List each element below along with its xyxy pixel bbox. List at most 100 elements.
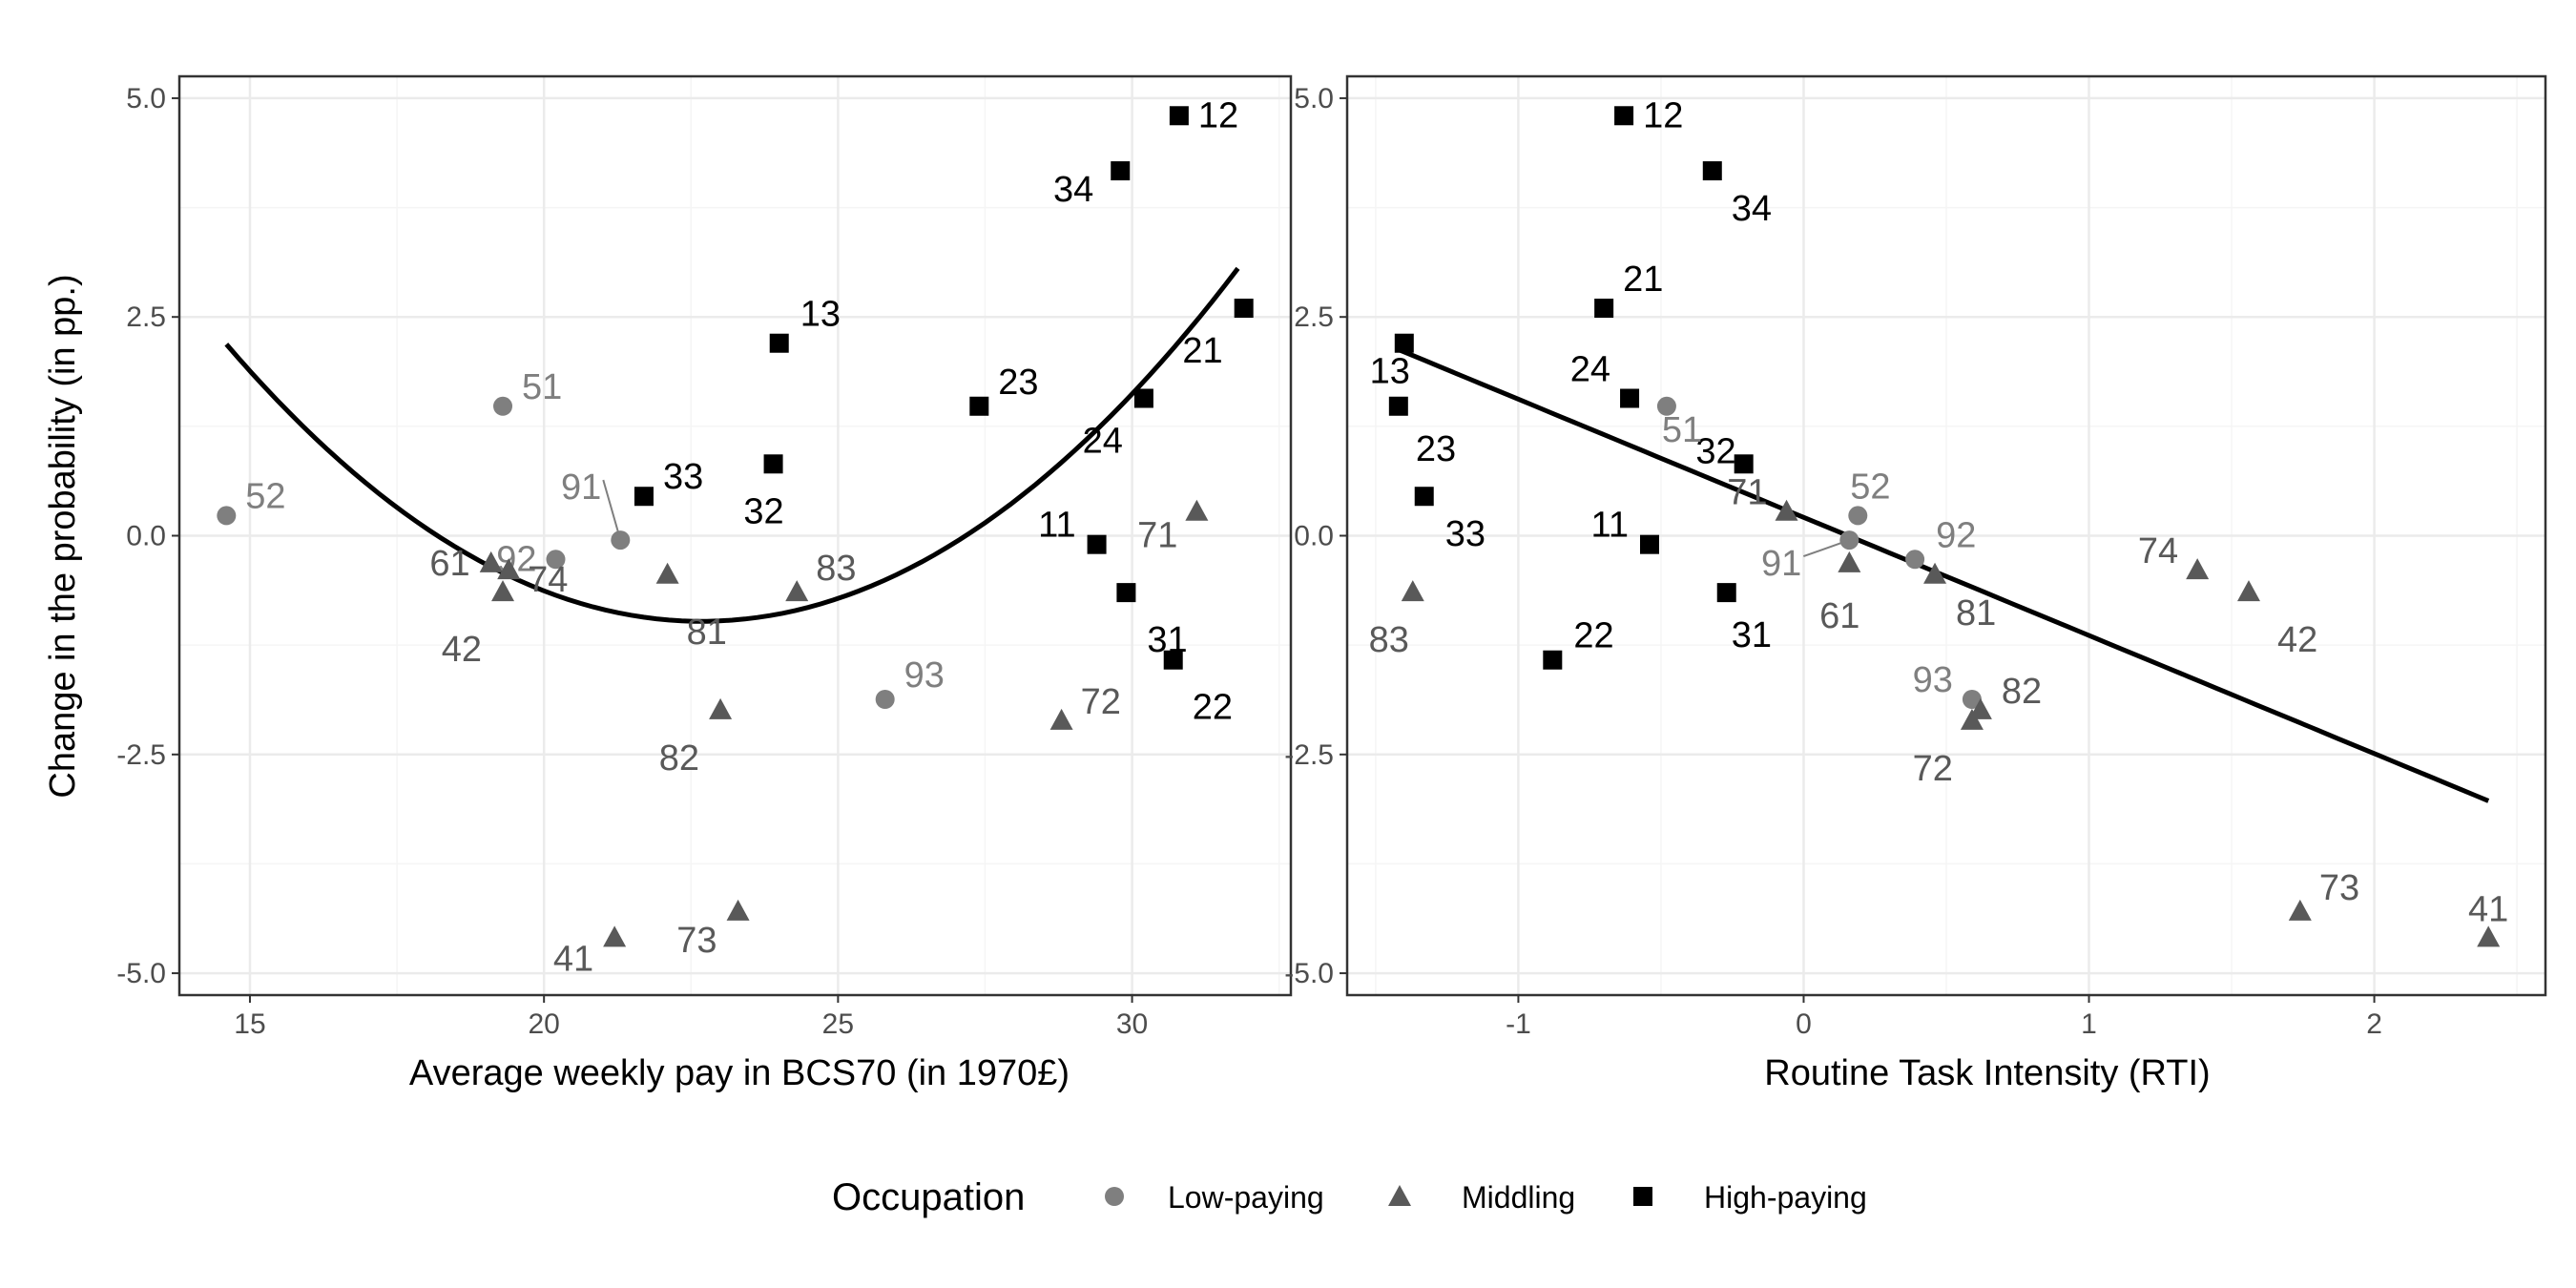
- point-74: [497, 558, 521, 580]
- point-42: [491, 580, 515, 602]
- left-panel: 15 20 25 30-5.0-2.50.02.55.0525192919361427…: [116, 74, 1293, 1040]
- x-tick-label: 15: [234, 1008, 265, 1040]
- point-21: [1594, 299, 1614, 319]
- x-tick-label: 1: [2081, 1008, 2097, 1040]
- point-label-51: 51: [522, 367, 562, 407]
- point-11: [1639, 534, 1659, 554]
- point-52: [1848, 506, 1868, 526]
- point-label-71: 71: [1727, 473, 1767, 513]
- point-72: [1049, 708, 1073, 730]
- panel-border: [177, 74, 1293, 997]
- y-tick-label: -2.5: [1284, 739, 1334, 771]
- panel-border: [1345, 74, 2547, 997]
- point-34: [1702, 161, 1722, 181]
- point-24: [1620, 388, 1640, 408]
- y-tick-label: 2.5: [126, 301, 166, 333]
- y-tick-label: -5.0: [116, 958, 166, 989]
- point-label-73: 73: [2319, 868, 2359, 908]
- point-label-72: 72: [1913, 749, 1953, 789]
- x-axis-title-right: Routine Task Intensity (RTI): [1764, 1053, 2210, 1093]
- point-74: [2186, 558, 2210, 580]
- point-label-22: 22: [1193, 688, 1233, 728]
- point-41: [603, 925, 627, 947]
- x-tick-label: 20: [528, 1008, 559, 1040]
- point-label-91: 91: [561, 467, 601, 508]
- x-tick-label: 25: [822, 1008, 854, 1040]
- point-label-22: 22: [1573, 616, 1613, 656]
- point-13: [1394, 333, 1414, 353]
- point-33: [1414, 487, 1434, 507]
- point-label-82: 82: [2002, 672, 2042, 712]
- point-label-33: 33: [1445, 514, 1485, 554]
- y-tick-label: 5.0: [126, 83, 166, 114]
- point-label-31: 31: [1732, 615, 1772, 655]
- point-label-11: 11: [1591, 506, 1629, 546]
- y-tick-label: -5.0: [1284, 958, 1334, 989]
- point-label-74: 74: [528, 560, 568, 600]
- y-axis-title: Change in the probability (in pp.): [43, 274, 83, 798]
- point-label-82: 82: [659, 738, 699, 779]
- point-23: [969, 396, 989, 416]
- legend-label-low: Low-paying: [1168, 1180, 1324, 1215]
- point-81: [655, 562, 679, 584]
- point-32: [1734, 454, 1754, 474]
- point-label-93: 93: [1913, 660, 1953, 700]
- point-label-32: 32: [743, 491, 783, 531]
- point-label-21: 21: [1623, 260, 1663, 300]
- point-label-21: 21: [1182, 331, 1222, 371]
- point-label-24: 24: [1083, 422, 1123, 462]
- point-31: [1116, 583, 1136, 603]
- point-label-52: 52: [1850, 467, 1890, 507]
- point-label-42: 42: [2277, 620, 2317, 660]
- point-label-12: 12: [1643, 95, 1683, 135]
- legend-title: Occupation: [832, 1176, 1025, 1218]
- point-33: [634, 487, 654, 507]
- legend: Occupation Low-paying Middling High-payi…: [832, 1176, 1867, 1218]
- point-label-81: 81: [1956, 593, 1996, 634]
- point-label-13: 13: [800, 295, 841, 335]
- fit-line: [1397, 347, 2490, 803]
- point-34: [1111, 161, 1131, 181]
- point-93: [875, 690, 895, 710]
- point-61: [1838, 551, 1861, 572]
- point-73: [726, 899, 750, 921]
- x-tick-label: 2: [2366, 1008, 2382, 1040]
- point-22: [1163, 650, 1183, 670]
- legend-key-middling: [1388, 1185, 1411, 1206]
- point-label-42: 42: [442, 630, 482, 670]
- point-31: [1716, 583, 1736, 603]
- point-24: [1133, 388, 1153, 408]
- point-61: [479, 551, 503, 572]
- point-label-52: 52: [245, 476, 285, 516]
- legend-label-middling: Middling: [1462, 1180, 1575, 1215]
- fit-line: [224, 266, 1240, 624]
- point-label-92: 92: [1936, 515, 1976, 555]
- point-label-93: 93: [904, 655, 945, 696]
- point-13: [769, 333, 789, 353]
- point-81: [1923, 562, 1947, 584]
- point-label-83: 83: [1369, 620, 1409, 660]
- point-label-51: 51: [1662, 410, 1702, 450]
- point-11: [1087, 534, 1107, 554]
- point-label-23: 23: [1416, 429, 1456, 469]
- y-tick-label: 0.0: [126, 521, 166, 552]
- point-label-24: 24: [1570, 350, 1610, 390]
- legend-key-low: [1105, 1187, 1124, 1206]
- x-tick-label: -1: [1506, 1008, 1531, 1040]
- point-label-61: 61: [429, 544, 469, 584]
- legend-label-high: High-paying: [1704, 1180, 1867, 1215]
- point-51: [493, 396, 513, 416]
- point-label-72: 72: [1081, 682, 1121, 722]
- point-92: [1905, 550, 1925, 570]
- label-leader: [1802, 539, 1850, 558]
- point-label-91: 91: [1761, 544, 1801, 584]
- point-73: [2288, 899, 2312, 921]
- point-42: [2236, 580, 2260, 602]
- point-label-13: 13: [1370, 352, 1410, 392]
- y-tick-label: 0.0: [1294, 521, 1334, 552]
- point-92: [546, 550, 566, 570]
- point-21: [1234, 299, 1254, 319]
- point-label-71: 71: [1137, 516, 1177, 556]
